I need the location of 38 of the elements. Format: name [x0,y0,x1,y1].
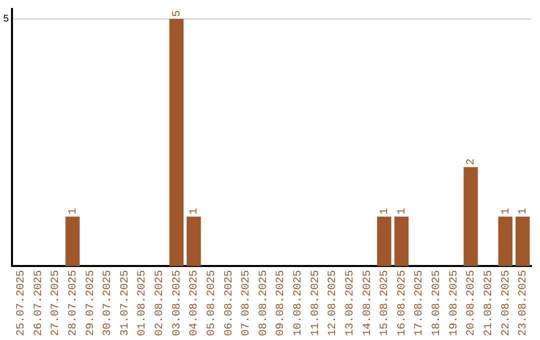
x-tick-label: 09.08.2025 [275,270,288,336]
x-tick-label: 27.07.2025 [50,270,62,336]
x-tick-label: 02.08.2025 [154,270,166,336]
x-tick-label: 23.08.2025 [518,270,530,336]
data-label: 1 [396,208,408,215]
data-label: 1 [379,208,392,215]
x-tick-label: 15.08.2025 [379,270,392,336]
x-tick-label: 06.08.2025 [223,270,236,336]
x-tick-label: 16.08.2025 [396,270,408,336]
x-tick-label: 31.07.2025 [119,270,132,336]
x-tick-label: 17.08.2025 [414,270,426,336]
x-tick-label: 21.08.2025 [482,270,495,336]
x-tick-label: 25.07.2025 [16,270,28,336]
data-label: 1 [188,208,201,215]
data-label: 5 [171,10,184,17]
data-label: 1 [500,208,512,215]
x-tick-label: 22.08.2025 [500,270,512,336]
x-tick-label: 18.08.2025 [431,270,444,336]
data-label: 1 [518,208,530,215]
x-tick-label: 07.08.2025 [240,270,253,336]
x-tick-label: 30.07.2025 [102,270,114,336]
x-tick-label: 04.08.2025 [188,270,201,336]
x-tick-label: 11.08.2025 [310,270,322,336]
x-tick-label: 03.08.2025 [171,270,184,336]
data-label: 2 [466,158,478,166]
x-tick-label: 26.07.2025 [32,270,45,336]
x-tick-label: 12.08.2025 [327,270,340,336]
x-tick-label: 28.07.2025 [67,270,80,336]
x-tick-label: 08.08.2025 [258,270,270,336]
data-label: 1 [67,208,80,215]
x-tick-label: 05.08.2025 [206,270,218,336]
x-tick-label: 01.08.2025 [136,270,149,336]
x-tick-label: 20.08.2025 [466,270,478,336]
x-tick-label: 19.08.2025 [448,270,460,336]
x-tick-label: 10.08.2025 [292,270,305,336]
x-tick-label: 14.08.2025 [362,270,374,336]
x-tick-label: 29.07.2025 [84,270,97,336]
x-tick-label: 13.08.2025 [344,270,356,336]
